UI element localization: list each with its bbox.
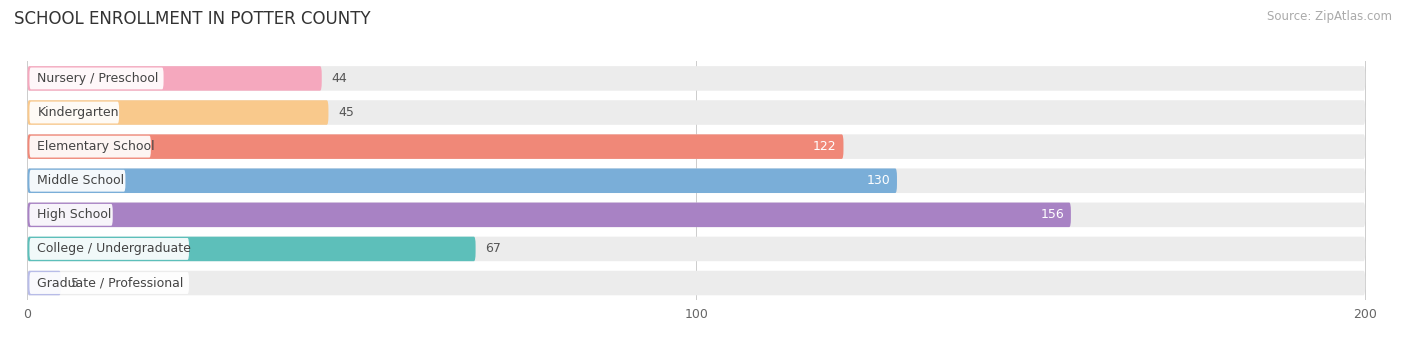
FancyBboxPatch shape <box>28 271 60 295</box>
Text: 45: 45 <box>339 106 354 119</box>
FancyBboxPatch shape <box>30 136 150 158</box>
Text: 67: 67 <box>485 242 502 255</box>
Text: Graduate / Professional: Graduate / Professional <box>38 277 184 290</box>
FancyBboxPatch shape <box>28 66 322 91</box>
FancyBboxPatch shape <box>28 237 1365 261</box>
Text: Kindergarten: Kindergarten <box>38 106 120 119</box>
FancyBboxPatch shape <box>28 237 475 261</box>
Text: 122: 122 <box>813 140 837 153</box>
FancyBboxPatch shape <box>28 203 1365 227</box>
FancyBboxPatch shape <box>28 271 1365 295</box>
FancyBboxPatch shape <box>30 170 125 192</box>
FancyBboxPatch shape <box>28 134 1365 159</box>
Text: College / Undergraduate: College / Undergraduate <box>38 242 191 255</box>
FancyBboxPatch shape <box>28 203 1071 227</box>
FancyBboxPatch shape <box>30 68 163 89</box>
FancyBboxPatch shape <box>30 238 188 260</box>
Text: 156: 156 <box>1040 208 1064 221</box>
FancyBboxPatch shape <box>30 204 112 226</box>
FancyBboxPatch shape <box>30 272 188 294</box>
FancyBboxPatch shape <box>28 168 1365 193</box>
Text: Elementary School: Elementary School <box>38 140 155 153</box>
FancyBboxPatch shape <box>28 134 844 159</box>
FancyBboxPatch shape <box>28 168 897 193</box>
FancyBboxPatch shape <box>28 100 329 125</box>
Text: 5: 5 <box>70 277 79 290</box>
FancyBboxPatch shape <box>30 102 120 123</box>
Text: SCHOOL ENROLLMENT IN POTTER COUNTY: SCHOOL ENROLLMENT IN POTTER COUNTY <box>14 10 371 28</box>
Text: Source: ZipAtlas.com: Source: ZipAtlas.com <box>1267 10 1392 23</box>
Text: Nursery / Preschool: Nursery / Preschool <box>38 72 159 85</box>
Text: Middle School: Middle School <box>38 174 125 187</box>
FancyBboxPatch shape <box>28 100 1365 125</box>
Text: High School: High School <box>38 208 112 221</box>
FancyBboxPatch shape <box>28 66 1365 91</box>
Text: 130: 130 <box>866 174 890 187</box>
Text: 44: 44 <box>332 72 347 85</box>
